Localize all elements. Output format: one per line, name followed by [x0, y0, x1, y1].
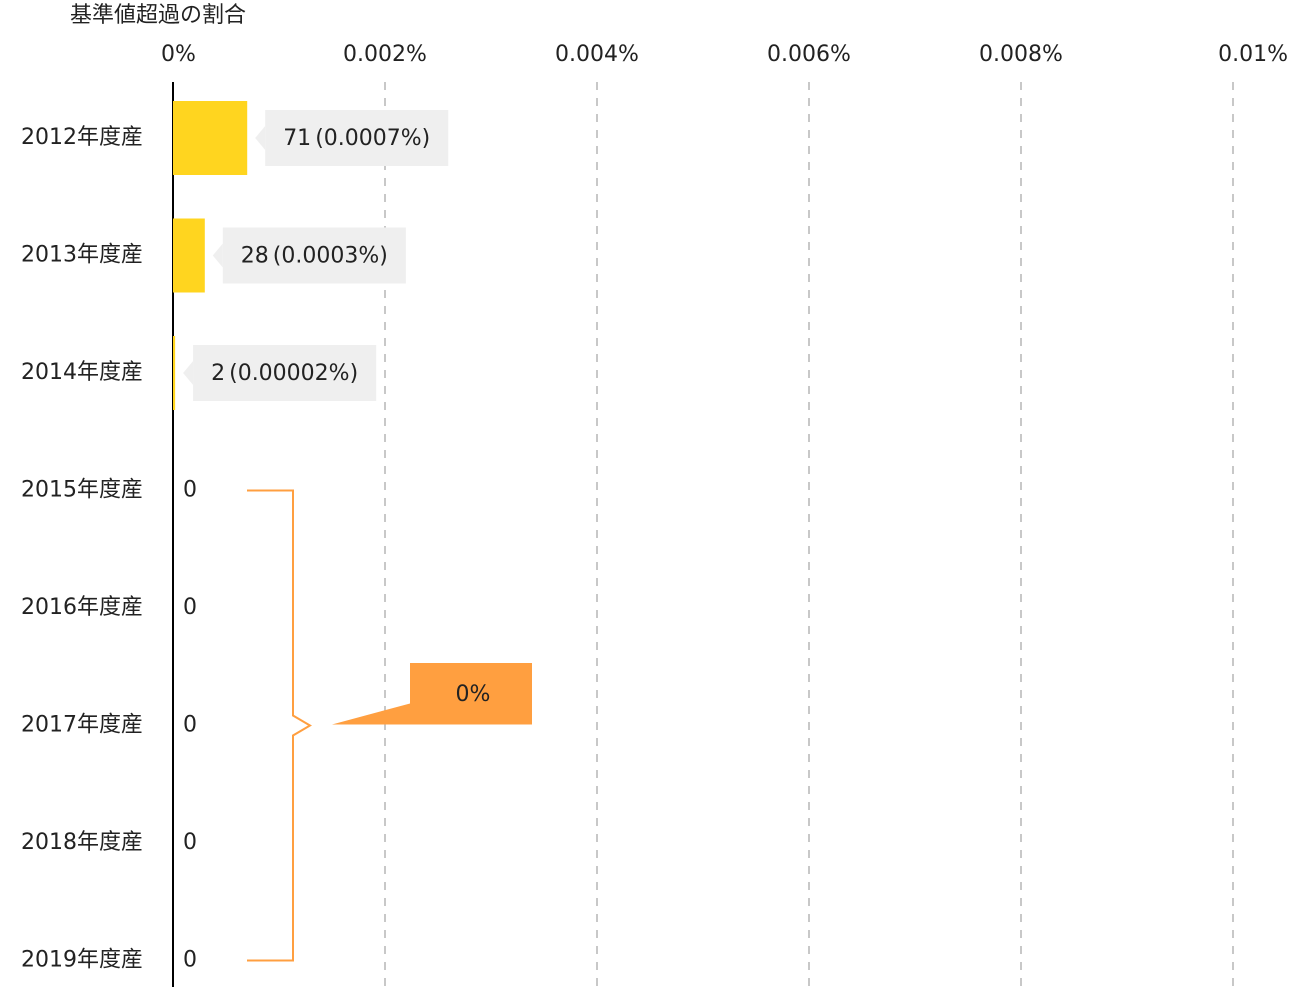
- bracket: [247, 489, 312, 962]
- x-tick-label: 0.008%: [979, 42, 1063, 67]
- x-tick-label: 0.006%: [767, 42, 851, 67]
- callout-box: [193, 345, 377, 401]
- y-tick-label: 2012年度産: [21, 125, 143, 150]
- x-tick-label: 0.002%: [343, 42, 427, 67]
- count-label: 28: [241, 244, 269, 269]
- count-label: 2: [211, 361, 225, 386]
- value-label: (0.0003%): [273, 244, 388, 269]
- count-label: 0: [183, 595, 197, 620]
- y-tick-label: 2016年度産: [21, 595, 143, 620]
- value-label: (0.0007%): [315, 126, 430, 151]
- axis-title: 基準値超過の割合: [70, 3, 246, 28]
- annotation-text: 0%: [456, 682, 491, 707]
- callout-pointer: [255, 126, 266, 150]
- x-tick-label: 0.01%: [1218, 42, 1288, 67]
- x-tick-label: 0%: [161, 42, 196, 67]
- x-tick-label: 0.004%: [555, 42, 639, 67]
- count-label: 0: [183, 713, 197, 738]
- y-tick-label: 2018年度産: [21, 830, 143, 855]
- bar: [173, 336, 176, 410]
- y-tick-label: 2017年度産: [21, 713, 143, 738]
- count-label: 71: [283, 126, 311, 151]
- y-tick-label: 2015年度産: [21, 478, 143, 503]
- callout-pointer: [212, 243, 223, 268]
- count-label: 0: [183, 830, 197, 855]
- bar: [173, 101, 248, 175]
- callout-pointer: [183, 361, 194, 385]
- callout-box: [222, 227, 406, 284]
- count-label: 0: [183, 478, 197, 503]
- bar: [173, 218, 205, 293]
- annotation-callout: [332, 663, 532, 725]
- callout-box: [265, 110, 449, 166]
- value-label: (0.00002%): [229, 361, 358, 386]
- y-tick-label: 2013年度産: [21, 243, 143, 268]
- y-tick-label: 2014年度産: [21, 360, 143, 385]
- y-tick-label: 2019年度産: [21, 948, 143, 973]
- count-label: 0: [183, 948, 197, 973]
